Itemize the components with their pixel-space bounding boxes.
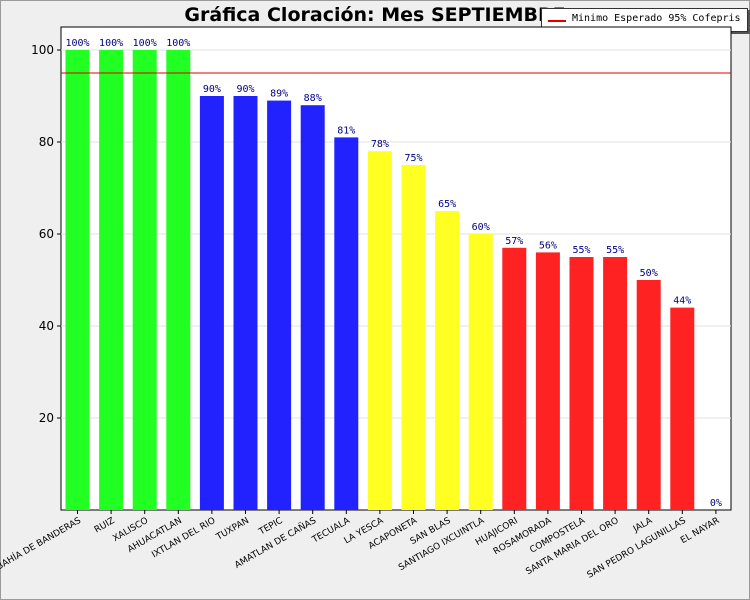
legend-label: Minimo Esperado 95% Cofepris bbox=[572, 13, 741, 24]
data-label: 90% bbox=[203, 84, 221, 95]
bar bbox=[401, 165, 426, 510]
bar bbox=[435, 211, 460, 510]
x-tick-label: JALA bbox=[631, 516, 655, 536]
legend-line-swatch bbox=[548, 20, 566, 22]
data-label: 50% bbox=[640, 268, 658, 279]
bar bbox=[334, 137, 359, 510]
x-tick-label: EL NAYAR bbox=[679, 516, 721, 546]
data-label: 44% bbox=[673, 296, 691, 307]
bar bbox=[300, 105, 325, 510]
bars-layer bbox=[65, 50, 695, 511]
data-label: 88% bbox=[304, 93, 322, 104]
plot-area bbox=[60, 26, 732, 511]
y-tick-label: 100 bbox=[31, 43, 54, 57]
y-tick-label: 80 bbox=[39, 135, 54, 149]
y-tick-label: 20 bbox=[39, 411, 54, 425]
data-label: 78% bbox=[371, 139, 389, 150]
data-label: 75% bbox=[404, 153, 422, 164]
x-tick-label: IXTLAN DEL RIO bbox=[150, 516, 217, 560]
data-label: 100% bbox=[133, 38, 157, 49]
y-tick-label: 60 bbox=[39, 227, 54, 241]
bar bbox=[132, 50, 157, 510]
bar bbox=[267, 100, 292, 510]
bar bbox=[99, 50, 124, 510]
bar bbox=[670, 307, 695, 510]
data-label: 55% bbox=[572, 245, 590, 256]
data-label: 100% bbox=[65, 38, 89, 49]
data-label: 100% bbox=[166, 38, 190, 49]
data-label: 65% bbox=[438, 199, 456, 210]
bar bbox=[233, 96, 258, 510]
x-tick-label: RUIZ bbox=[93, 516, 117, 535]
x-tick-label: TUXPAN bbox=[214, 516, 251, 543]
bar bbox=[166, 50, 191, 510]
bar bbox=[468, 234, 493, 510]
bar bbox=[569, 257, 594, 510]
bar bbox=[367, 151, 392, 510]
data-label: 56% bbox=[539, 240, 557, 251]
bar bbox=[199, 96, 224, 510]
data-label: 55% bbox=[606, 245, 624, 256]
y-tick-label: 40 bbox=[39, 319, 54, 333]
data-label: 81% bbox=[337, 125, 355, 136]
bar bbox=[603, 257, 628, 510]
x-tick-label: BAHÍA DE BANDERAS bbox=[0, 514, 83, 572]
data-label: 0% bbox=[710, 498, 722, 509]
bar bbox=[636, 280, 661, 510]
bar bbox=[535, 252, 560, 510]
chart-title: Gráfica Cloración: Mes SEPTIEMBRE bbox=[184, 4, 566, 26]
bar bbox=[65, 50, 90, 510]
data-label: 90% bbox=[236, 84, 254, 95]
data-label: 89% bbox=[270, 89, 288, 100]
data-label: 60% bbox=[472, 222, 490, 233]
data-label: 57% bbox=[505, 236, 523, 247]
data-label: 100% bbox=[99, 38, 123, 49]
bar bbox=[502, 247, 527, 511]
